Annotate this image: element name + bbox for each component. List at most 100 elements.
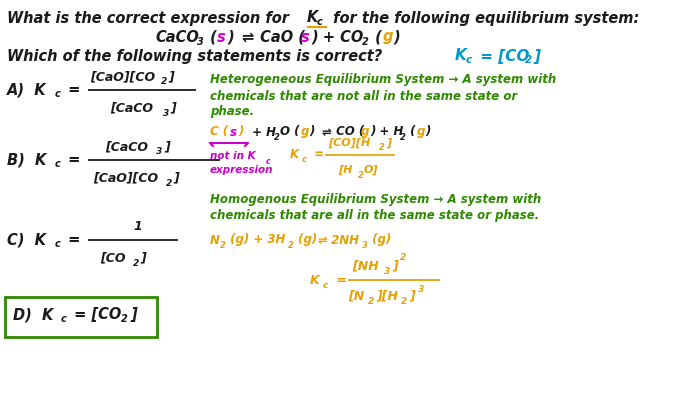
- Text: 1: 1: [133, 220, 141, 233]
- Text: 2: 2: [401, 298, 407, 307]
- Text: [N: [N: [348, 290, 364, 303]
- Text: =: =: [63, 233, 85, 248]
- Text: 2: 2: [133, 259, 139, 268]
- Text: ⇌: ⇌: [317, 233, 327, 246]
- Text: =: =: [63, 152, 85, 167]
- Text: not in K: not in K: [210, 151, 256, 161]
- Text: 2: 2: [400, 253, 406, 263]
- Text: CO (: CO (: [332, 125, 364, 138]
- Text: 2: 2: [358, 171, 364, 180]
- Text: expression: expression: [210, 165, 274, 175]
- Text: = [CO: = [CO: [69, 307, 121, 323]
- Text: K: K: [290, 149, 299, 162]
- Text: c: c: [317, 17, 323, 27]
- Text: ⇌: ⇌: [241, 29, 253, 44]
- Text: K: K: [307, 11, 318, 26]
- Text: 2: 2: [161, 77, 167, 86]
- Text: 3: 3: [384, 268, 391, 277]
- Text: N: N: [210, 233, 220, 246]
- Text: ) + CO: ) + CO: [311, 29, 363, 44]
- Text: + H: + H: [248, 125, 276, 138]
- Text: CaO (: CaO (: [255, 29, 305, 44]
- Text: s: s: [301, 29, 309, 44]
- Text: 3: 3: [156, 147, 162, 156]
- Text: 2: 2: [274, 132, 280, 141]
- Text: ]: ]: [164, 141, 169, 154]
- Text: ): ): [238, 125, 244, 138]
- Text: = [CO: = [CO: [475, 48, 529, 64]
- Text: ]: ]: [168, 70, 174, 83]
- Text: 3: 3: [362, 241, 368, 250]
- Text: [NH: [NH: [352, 259, 379, 272]
- Text: ): ): [425, 125, 430, 138]
- Text: ]: ]: [392, 259, 398, 272]
- Text: 2NH: 2NH: [327, 233, 359, 246]
- Text: A)  K: A) K: [7, 83, 47, 97]
- Text: c: c: [61, 314, 66, 324]
- Text: (: (: [205, 29, 217, 44]
- Text: K: K: [455, 48, 467, 64]
- Text: K: K: [310, 274, 320, 286]
- Text: 2: 2: [368, 298, 374, 307]
- Text: ]: ]: [386, 138, 391, 148]
- Text: =: =: [63, 83, 85, 97]
- Text: c: c: [466, 55, 472, 65]
- Text: C)  K: C) K: [7, 233, 46, 248]
- Text: chemicals that are not all in the same state or: chemicals that are not all in the same s…: [210, 90, 517, 103]
- Text: ) + H: ) + H: [370, 125, 403, 138]
- Text: [CaO][CO: [CaO][CO: [90, 70, 155, 83]
- Text: 2: 2: [400, 132, 406, 141]
- Text: What is the correct expression for: What is the correct expression for: [7, 11, 294, 26]
- Text: ): ): [227, 29, 239, 44]
- Text: ]: ]: [140, 252, 146, 264]
- Text: O (: O (: [280, 125, 300, 138]
- Text: [CaCO: [CaCO: [110, 101, 153, 114]
- Text: 2: 2: [362, 37, 369, 47]
- Text: g: g: [383, 29, 393, 44]
- Text: O]: O]: [364, 165, 379, 175]
- Text: 2: 2: [121, 314, 127, 324]
- Text: [CaCO: [CaCO: [105, 141, 148, 154]
- Text: C (: C (: [210, 125, 228, 138]
- Text: ]: ]: [533, 48, 540, 64]
- Text: 2: 2: [379, 143, 385, 152]
- Text: =: =: [310, 149, 328, 162]
- Text: 2: 2: [525, 55, 532, 65]
- Text: 2: 2: [220, 241, 226, 250]
- Text: [H: [H: [338, 165, 352, 175]
- Text: c: c: [55, 89, 61, 99]
- Text: ][H: ][H: [376, 290, 398, 303]
- Text: g: g: [301, 125, 309, 138]
- Text: 3: 3: [418, 285, 424, 294]
- Text: ): ): [309, 125, 318, 138]
- Text: 2: 2: [166, 178, 172, 187]
- Text: c: c: [266, 156, 270, 165]
- Text: (: (: [406, 125, 416, 138]
- Text: [CaO][CO: [CaO][CO: [93, 171, 158, 184]
- Text: ]: ]: [409, 290, 414, 303]
- Text: g: g: [417, 125, 426, 138]
- Text: [CO: [CO: [100, 252, 125, 264]
- Text: s: s: [230, 125, 237, 138]
- Text: g: g: [361, 125, 370, 138]
- Text: c: c: [55, 159, 61, 169]
- Text: 3: 3: [163, 108, 169, 118]
- Text: D)  K: D) K: [13, 307, 53, 323]
- Text: [CO][H: [CO][H: [328, 138, 370, 148]
- Text: ): ): [393, 29, 400, 44]
- Text: phase.: phase.: [210, 105, 254, 119]
- Text: c: c: [302, 154, 307, 163]
- Text: 2: 2: [288, 241, 294, 250]
- Text: s: s: [217, 29, 225, 44]
- Text: for the following equilibrium system:: for the following equilibrium system:: [328, 11, 639, 26]
- Text: c: c: [55, 239, 61, 249]
- Text: c: c: [323, 281, 328, 290]
- Text: ]: ]: [130, 307, 136, 323]
- Text: Which of the following statements is correct?: Which of the following statements is cor…: [7, 48, 382, 64]
- Text: Heterogeneous Equilibrium System → A system with: Heterogeneous Equilibrium System → A sys…: [210, 73, 556, 86]
- Text: (g) + 3H: (g) + 3H: [226, 233, 286, 246]
- Text: Homogenous Equilibrium System → A system with: Homogenous Equilibrium System → A system…: [210, 193, 541, 206]
- Text: ]: ]: [173, 171, 178, 184]
- Text: 3: 3: [197, 37, 204, 47]
- Text: =: =: [332, 274, 351, 286]
